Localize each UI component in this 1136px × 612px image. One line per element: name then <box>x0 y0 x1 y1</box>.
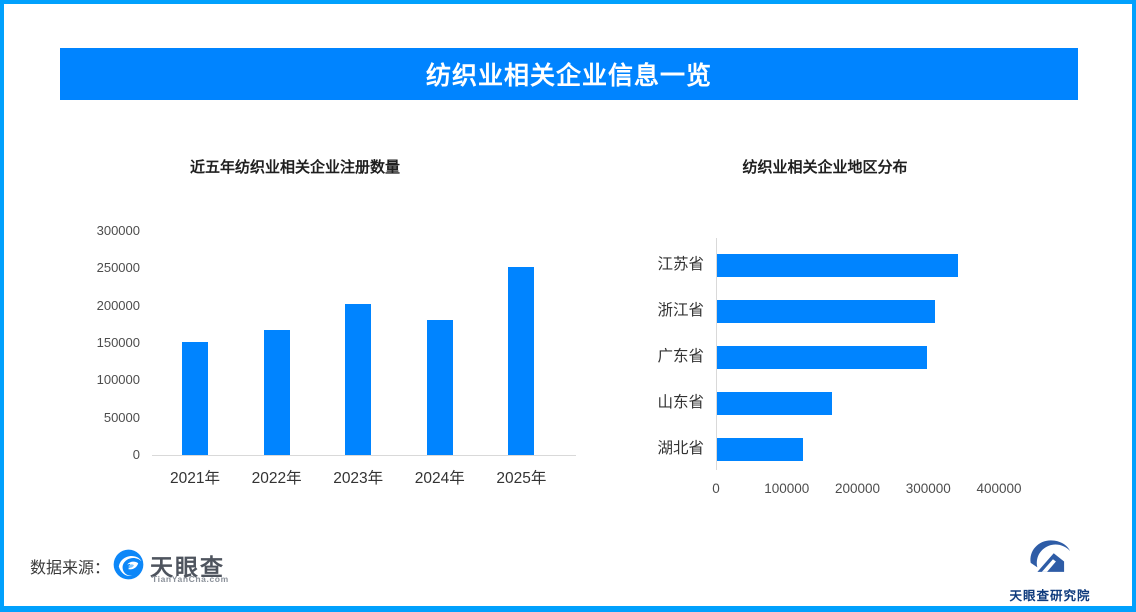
region-chart-plot-area <box>716 238 1000 470</box>
y-axis-category-label: 浙江省 <box>657 302 704 319</box>
bar-2021年 <box>182 342 208 455</box>
tianyancha-logo-icon <box>113 549 144 585</box>
research-institute-logo-icon <box>1027 540 1073 582</box>
y-axis-tick-label: 200000 <box>96 297 140 313</box>
x-axis-tick-label: 200000 <box>834 481 881 496</box>
registrations-chart-plot-area <box>152 231 576 456</box>
tianyancha-url-text: TianYanCha.com <box>152 574 229 584</box>
y-axis-tick-label: 150000 <box>96 335 140 350</box>
bar-2025年 <box>508 266 535 455</box>
x-axis-category-label: 2025年 <box>496 470 547 487</box>
y-axis-category-label: 广东省 <box>657 348 704 365</box>
bar-浙江省 <box>717 299 935 323</box>
x-axis-tick-label: 0 <box>712 481 720 496</box>
y-axis-category-label: 山东省 <box>657 394 704 411</box>
research-institute-brand: 天眼查研究院 <box>990 536 1110 604</box>
y-axis-category-label: 江苏省 <box>657 256 704 273</box>
bar-广东省 <box>717 345 928 369</box>
x-axis-category-label: 2022年 <box>251 470 302 487</box>
bar-2023年 <box>345 304 372 455</box>
x-axis-tick-label: 300000 <box>905 481 951 496</box>
data-source-label: 数据来源： <box>30 560 111 577</box>
page-title: 纺织业相关企业信息一览 <box>425 62 712 90</box>
tianyancha-wordmark: 天眼查 <box>150 554 225 580</box>
bar-湖北省 <box>717 437 804 461</box>
x-axis-category-label: 2021年 <box>170 470 220 487</box>
research-institute-label: 天眼查研究院 <box>1009 589 1091 603</box>
x-axis-category-label: 2023年 <box>333 470 384 487</box>
page-title-banner: 纺织业相关企业信息一览 <box>60 48 1078 100</box>
y-axis-tick-label: 50000 <box>103 409 140 425</box>
bar-2024年 <box>426 319 453 455</box>
y-axis-tick-label: 100000 <box>96 372 140 388</box>
bar-山东省 <box>717 391 832 415</box>
registrations-chart-title: 近五年纺织业相关企业注册数量 <box>189 159 400 176</box>
bar-江苏省 <box>717 253 959 277</box>
y-axis-tick-label: 0 <box>132 447 140 462</box>
x-axis-tick-label: 400000 <box>976 481 1022 496</box>
x-axis-category-label: 2024年 <box>414 470 465 487</box>
bar-2022年 <box>263 330 290 455</box>
x-axis-tick-label: 100000 <box>764 481 810 496</box>
y-axis-tick-label: 300000 <box>96 223 140 238</box>
y-axis-tick-label: 250000 <box>96 260 140 276</box>
region-chart-title: 纺织业相关企业地区分布 <box>742 159 908 176</box>
y-axis-category-label: 湖北省 <box>657 440 704 457</box>
